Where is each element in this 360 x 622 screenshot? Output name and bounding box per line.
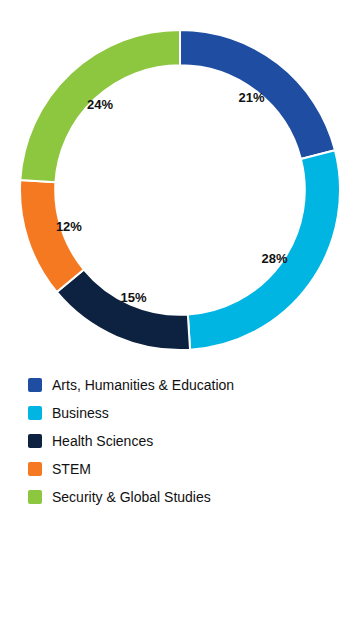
- legend-swatch: [28, 378, 42, 392]
- data-label: 24%: [87, 97, 113, 112]
- legend-swatch: [28, 490, 42, 504]
- data-labels: 21% 28% 15% 12% 24%: [56, 90, 288, 304]
- legend-label: Security & Global Studies: [52, 489, 211, 505]
- slice: [20, 30, 180, 182]
- legend: Arts, Humanities & Education Business Heal…: [28, 377, 234, 505]
- legend-label: STEM: [52, 461, 91, 477]
- legend-swatch: [28, 462, 42, 476]
- data-label: 15%: [121, 290, 147, 305]
- slices: [20, 30, 340, 350]
- chart-container: 21% 28% 15% 12% 24% Arts, Humanities & Educat…: [0, 0, 360, 622]
- data-label: 28%: [261, 251, 287, 266]
- slice: [180, 30, 335, 159]
- data-label: 12%: [56, 219, 82, 234]
- legend-label: Business: [52, 405, 109, 421]
- chart-svg: 21% 28% 15% 12% 24% Arts, Humanities & Educat…: [0, 0, 360, 622]
- legend-swatch: [28, 406, 42, 420]
- data-label: 21%: [239, 90, 265, 105]
- legend-swatch: [28, 434, 42, 448]
- slice: [188, 150, 340, 349]
- slice: [20, 180, 84, 292]
- legend-label: Arts, Humanities & Education: [52, 377, 234, 393]
- slice: [57, 270, 190, 350]
- legend-label: Health Sciences: [52, 433, 153, 449]
